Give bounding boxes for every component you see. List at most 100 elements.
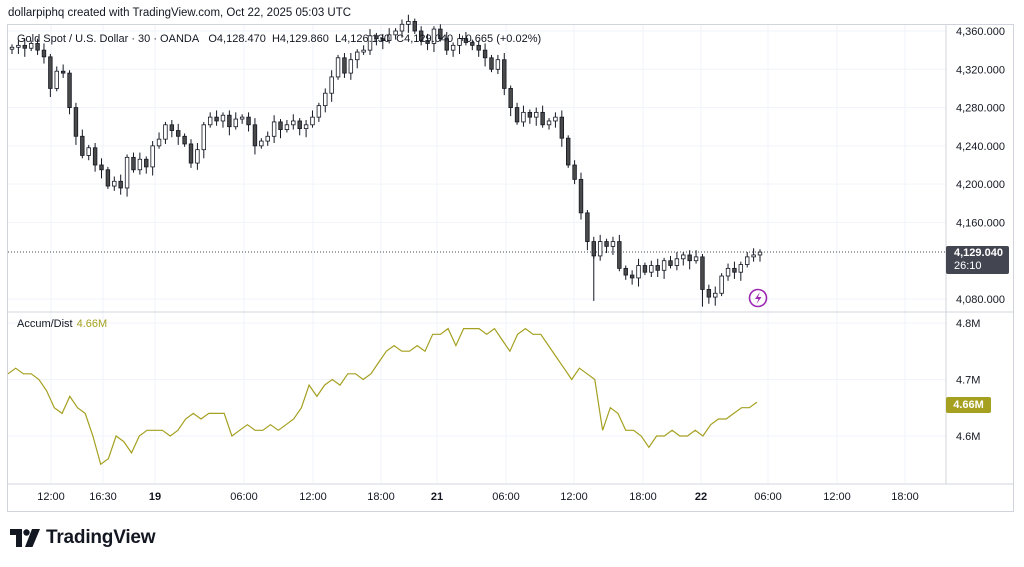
- up-candle-body: [54, 70, 59, 89]
- candle: [28, 40, 34, 52]
- down-candle-body: [418, 30, 424, 41]
- tradingview-brand[interactable]: TradingView: [10, 527, 156, 549]
- candle: [617, 234, 622, 272]
- candle: [508, 85, 513, 117]
- down-candle-body: [585, 212, 590, 242]
- down-candle-body: [41, 49, 47, 58]
- candle: [668, 255, 673, 269]
- bar-countdown: 26:10: [954, 260, 982, 272]
- candle: [150, 141, 155, 176]
- time-axis-tick-label: 18:00: [891, 491, 919, 503]
- down-candle-body: [559, 116, 565, 139]
- down-candle-body: [227, 114, 232, 128]
- candle: [355, 49, 360, 69]
- indicator-value: 4.66M: [76, 318, 108, 330]
- candle: [367, 29, 373, 55]
- candle: [112, 176, 117, 191]
- down-candle-body: [35, 43, 40, 51]
- up-candle-body: [393, 30, 398, 36]
- down-candle-body: [706, 289, 712, 298]
- time-axis-tick-label: 06:00: [754, 491, 782, 503]
- candle: [700, 254, 705, 295]
- down-candle-body: [604, 241, 609, 247]
- candle: [227, 110, 232, 136]
- down-candle-body: [118, 180, 123, 189]
- chart-frame: [7, 24, 1014, 512]
- down-candle-body: [67, 72, 72, 108]
- candle: [259, 138, 264, 149]
- up-candle-body: [597, 241, 603, 257]
- candle: [597, 234, 603, 261]
- down-candle-body: [278, 121, 283, 130]
- up-candle-body: [303, 124, 309, 130]
- candle: [361, 45, 366, 55]
- candle: [386, 28, 392, 44]
- candle: [572, 160, 577, 185]
- candle: [265, 131, 270, 146]
- tradingview-wordmark: TradingView: [46, 527, 156, 548]
- price-axis-tick-label: 4,160.000: [956, 217, 1005, 229]
- candle: [623, 265, 628, 280]
- ad-axis-tick-label: 4.7M: [956, 375, 980, 387]
- time-axis-tick-label: 06:00: [230, 491, 258, 503]
- candle: [188, 139, 194, 168]
- candle: [604, 238, 609, 254]
- price-axis-tick-label: 4,320.000: [956, 64, 1005, 76]
- time-axis-tick-label: 19: [149, 491, 161, 503]
- time-axis-tick-label: 12:00: [823, 491, 851, 503]
- candle: [220, 112, 226, 128]
- up-candle-body: [207, 116, 213, 126]
- up-candle-body: [725, 267, 731, 277]
- candle: [725, 263, 731, 281]
- candle: [719, 273, 724, 297]
- flash-icon[interactable]: [748, 288, 768, 308]
- time-axis-tick-label: 16:30: [89, 491, 117, 503]
- candle: [687, 250, 692, 270]
- down-candle-body: [527, 111, 533, 118]
- time-axis-tick-label: 21: [431, 491, 443, 503]
- candle: [182, 133, 187, 147]
- candle: [450, 42, 456, 57]
- candle: [271, 115, 277, 143]
- candle: [495, 54, 501, 75]
- candle: [393, 28, 398, 40]
- up-candle-body: [751, 254, 756, 258]
- candle: [246, 112, 251, 132]
- symbol-name[interactable]: Gold Spot / U.S. Dollar · 30 · OANDA: [17, 33, 200, 45]
- candle: [233, 112, 238, 130]
- up-candle-body: [259, 140, 264, 147]
- down-candle-body: [617, 241, 622, 269]
- indicator-value-tag: 4.66M: [946, 397, 991, 413]
- candle: [649, 260, 654, 277]
- down-candle-body: [342, 57, 347, 74]
- candle: [534, 107, 539, 126]
- last-price-tag: 4,129.040 26:10: [946, 246, 1009, 274]
- down-candle-body: [470, 42, 475, 46]
- down-candle-body: [188, 143, 194, 164]
- candle: [73, 102, 79, 145]
- candle: [35, 38, 40, 55]
- candle: [636, 258, 641, 287]
- candle: [60, 64, 66, 78]
- candle: [514, 102, 520, 125]
- candle: [425, 33, 430, 51]
- candle: [674, 252, 680, 271]
- up-candle-body: [329, 76, 334, 94]
- candle: [9, 44, 15, 54]
- price-axis-tick-label: 4,280.000: [956, 103, 1005, 115]
- down-candle-body: [591, 241, 596, 257]
- candle: [553, 112, 558, 128]
- down-candle-body: [572, 164, 577, 180]
- candle: [323, 88, 328, 113]
- candle: [80, 129, 85, 159]
- up-candle-body: [457, 38, 462, 46]
- indicator-legend: Accum/Dist 4.66M: [17, 318, 107, 330]
- up-candle-body: [399, 23, 405, 32]
- up-candle-body: [310, 116, 315, 126]
- candle: [489, 54, 494, 73]
- candle: [41, 43, 47, 64]
- indicator-name[interactable]: Accum/Dist: [17, 318, 73, 330]
- low-value: 4,126.130: [341, 33, 391, 45]
- down-candle-body: [700, 256, 705, 290]
